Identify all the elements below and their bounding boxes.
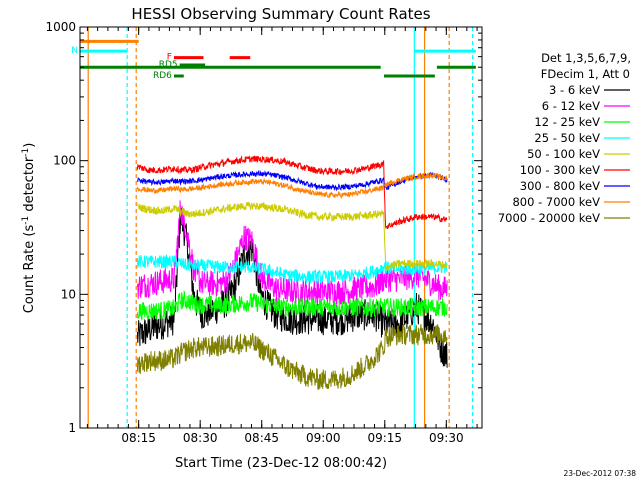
legend-label-6: 300 - 800 keV [520,179,600,193]
legend: Det 1,3,5,6,7,9, FDecim 1, Att 0 3 - 6 k… [498,51,631,225]
x-axis-label: Start Time (23-Dec-12 08:00:42) [175,456,387,471]
x-tick-label-3: 09:00 [306,431,341,445]
legend-label-1: 6 - 12 keV [542,99,600,113]
flag-label-5: RD6 [153,71,172,81]
series-line-8 [136,323,448,390]
axis-tick-labels: 08:15 08:30 08:45 09:00 09:15 09:30 1 10 100 1000 [45,20,463,445]
x-tick-label-1: 08:30 [183,431,218,445]
vertical-markers [87,27,474,428]
legend-header-detectors: Det 1,3,5,6,7,9, [541,51,631,65]
y-axis-label: Count Rate (s-1 detector-1) [21,143,37,314]
series-line-5 [136,155,448,229]
series-line-2 [136,289,448,321]
y-tick-label-2: 100 [53,154,76,168]
y-axis-label-mid: detector [22,156,37,216]
y-axis-label-main: Count Rate (s [22,225,37,314]
legend-label-5: 100 - 300 keV [520,163,600,177]
x-tick-label-0: 08:15 [121,431,156,445]
flag-label-1: N [71,46,78,56]
legend-label-4: 50 - 100 keV [527,147,600,161]
legend-header-fdecim: FDecim 1, Att 0 [541,67,630,81]
legend-label-3: 25 - 50 keV [534,131,600,145]
x-tick-label-5: 09:30 [429,431,464,445]
plot-date-stamp: 23-Dec-2012 07:38 [563,469,636,478]
series-line-7 [136,172,448,199]
series-line-1 [136,200,448,306]
plot-frame [79,26,483,429]
legend-label-0: 3 - 6 keV [549,83,600,97]
series-line-3 [136,254,448,284]
series-line-6 [136,169,448,192]
y-axis-label-end: ) [22,143,37,148]
x-tick-label-4: 09:15 [367,431,402,445]
legend-label-7: 800 - 7000 keV [512,195,600,209]
axis-ticks [80,26,482,429]
flag-label-4: RD5 [159,60,178,70]
legend-label-8: 7000 - 20000 keV [498,211,600,225]
y-tick-label-3: 1000 [45,20,76,34]
legend-label-2: 12 - 25 keV [534,115,600,129]
series-layer [136,155,448,390]
y-tick-label-1: 10 [61,287,76,301]
chart-title: HESSI Observing Summary Count Rates [131,5,430,23]
y-axis-label-sup1: -1 [21,216,31,225]
flag-label-3: F [167,53,172,63]
y-axis-label-sup2: -1 [21,148,31,157]
x-tick-label-2: 08:45 [244,431,279,445]
y-tick-label-0: 1 [68,421,76,435]
series-line-4 [136,201,448,272]
